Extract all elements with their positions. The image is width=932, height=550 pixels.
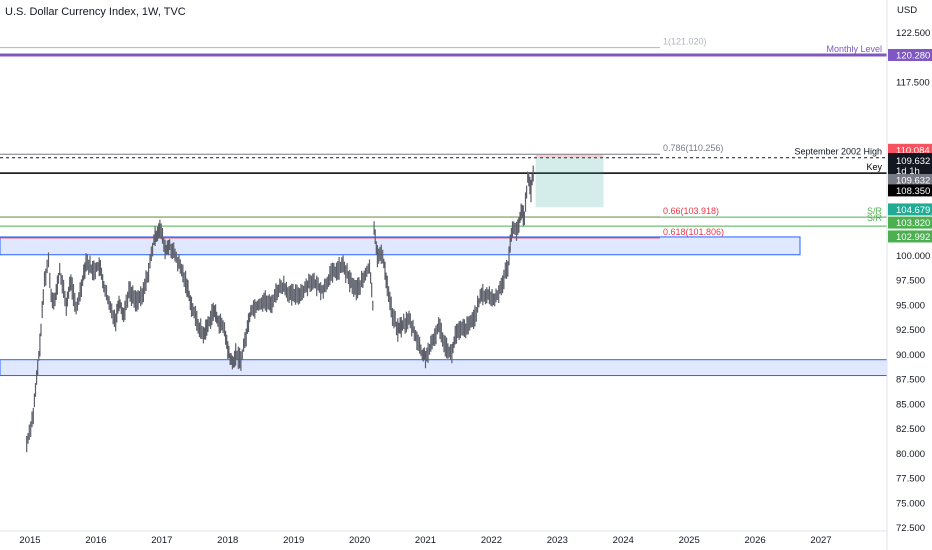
y-tick-label-9: 87.500 bbox=[896, 375, 925, 386]
price-series-layer bbox=[26, 165, 534, 453]
price-badge-label-9: 103.820 bbox=[896, 218, 930, 229]
time-axis[interactable]: 2015 2016 2017 2018 2019 2020 2021 2022 2023 2024… bbox=[0, 530, 887, 546]
y-tick-label-6: 95.000 bbox=[896, 300, 925, 311]
x-tick-label-13: 2027 bbox=[810, 535, 831, 546]
x-tick-label-10: 2024 bbox=[613, 535, 634, 546]
level-label-4: September 2002 High bbox=[794, 147, 882, 157]
currency-label: USD bbox=[897, 5, 917, 16]
price-badge-10 bbox=[888, 230, 932, 243]
y-tick-label-8: 90.000 bbox=[896, 350, 925, 361]
chart-title: U.S. Dollar Currency Index, 1W, TVC bbox=[5, 6, 186, 18]
price-badge-9 bbox=[888, 216, 932, 229]
support-zone-1 bbox=[0, 236, 801, 256]
levels-layer: 1(121.020) Monthly Level 0.786(110.256) Sep… bbox=[0, 37, 887, 239]
price-badge-label-10: 102.992 bbox=[896, 232, 930, 243]
y-tick-label-10: 85.000 bbox=[896, 399, 925, 410]
level-label-2: Monthly Level bbox=[826, 44, 882, 54]
y-tick-label-2: 117.500 bbox=[896, 78, 930, 89]
level-label-5: Key bbox=[866, 162, 882, 172]
price-badge-label-5: 1d 1h bbox=[896, 166, 920, 177]
price-badge-label-6: 109.632 bbox=[896, 176, 930, 187]
x-tick-label-9: 2023 bbox=[547, 535, 568, 546]
zones-layer bbox=[0, 236, 888, 377]
x-tick-label-5: 2019 bbox=[283, 535, 304, 546]
y-tick-label-14: 75.000 bbox=[896, 498, 925, 509]
projection-layer bbox=[535, 154, 604, 208]
level-label-8: S/R bbox=[867, 213, 883, 223]
price-axis[interactable]: USD 122.500117.500107.500100.00097.50095… bbox=[886, 0, 930, 550]
price-badge-2 bbox=[888, 143, 932, 156]
price-badge-label-4: 109.632 bbox=[896, 156, 930, 167]
y-tick-label-15: 72.500 bbox=[896, 523, 925, 534]
y-tick-label-13: 77.500 bbox=[896, 474, 925, 485]
level-label-9: 0.618(101.806) bbox=[663, 227, 724, 237]
x-tick-label-1: 2015 bbox=[19, 535, 40, 546]
x-tick-label-2: 2016 bbox=[85, 535, 106, 546]
x-tick-label-3: 2017 bbox=[151, 535, 172, 546]
y-tick-label-7: 92.500 bbox=[896, 325, 925, 336]
price-badge-label-8: 104.679 bbox=[896, 205, 930, 216]
price-badge-8 bbox=[888, 203, 932, 216]
price-badge-1 bbox=[888, 48, 932, 61]
x-tick-label-4: 2018 bbox=[217, 535, 238, 546]
price-badge-4 bbox=[888, 154, 932, 167]
x-tick-label-8: 2022 bbox=[481, 535, 502, 546]
price-badge-label-2: 110.084 bbox=[896, 145, 930, 156]
y-tick-label-5: 97.500 bbox=[896, 276, 925, 287]
stop-box bbox=[535, 154, 604, 158]
level-label-6: 0.66(103.918) bbox=[663, 206, 719, 216]
y-tick-label-11: 82.500 bbox=[896, 424, 925, 435]
price-series-line bbox=[26, 165, 534, 453]
price-badge-label-7: 108.350 bbox=[896, 186, 930, 197]
price-badge-5 bbox=[888, 164, 932, 177]
x-tick-label-6: 2020 bbox=[349, 535, 370, 546]
level-label-7: S/R bbox=[867, 206, 883, 216]
x-tick-label-7: 2021 bbox=[415, 535, 436, 546]
x-tick-label-12: 2026 bbox=[745, 535, 766, 546]
price-badge-label-1: 120.280 bbox=[896, 50, 930, 61]
x-tick-label-11: 2025 bbox=[679, 535, 700, 546]
price-badge-7 bbox=[888, 184, 932, 197]
price-badge-6 bbox=[888, 174, 932, 187]
y-tick-label-4: 100.000 bbox=[896, 251, 930, 262]
target-box bbox=[535, 157, 604, 208]
y-tick-label-1: 122.500 bbox=[896, 28, 930, 39]
y-tick-label-12: 80.000 bbox=[896, 449, 925, 460]
level-label-1: 1(121.020) bbox=[663, 37, 707, 47]
level-label-3: 0.786(110.256) bbox=[663, 143, 723, 153]
support-zone-2 bbox=[0, 359, 888, 377]
